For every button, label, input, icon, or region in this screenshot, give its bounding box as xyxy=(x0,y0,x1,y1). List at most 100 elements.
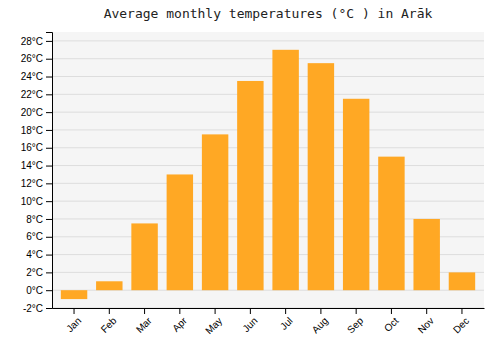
y-tick-mark xyxy=(46,41,52,42)
x-tick: Jan xyxy=(64,308,83,334)
y-tick-mark xyxy=(46,201,52,202)
x-tick-mark xyxy=(356,308,357,314)
bar xyxy=(308,63,334,290)
x-tick-mark xyxy=(144,308,145,314)
y-tick-label: 24°C xyxy=(21,71,43,82)
bar xyxy=(202,134,228,290)
x-tick-mark xyxy=(461,308,462,314)
bar xyxy=(96,281,122,290)
y-axis: -2°C 0°C 2°C 4°C 6°C 8°C 10°C 12°C 14°C 16°C 18°C 2… xyxy=(21,33,53,314)
y-tick-label: 6°C xyxy=(26,231,43,242)
x-tick-label: Oct xyxy=(382,315,401,334)
bar xyxy=(378,157,404,291)
bar xyxy=(413,219,439,290)
y-axis-line xyxy=(46,33,53,309)
x-tick: Mar xyxy=(134,308,154,335)
x-tick-label: Mar xyxy=(134,315,154,335)
y-tick-label: 20°C xyxy=(21,107,43,118)
y-tick-label: 8°C xyxy=(26,214,43,225)
y-tick: 4°C xyxy=(26,249,52,260)
y-tick: -2°C xyxy=(23,303,52,314)
x-tick: Aug xyxy=(310,308,330,335)
x-axis-line xyxy=(53,308,485,309)
x-tick-label: Jun xyxy=(240,315,259,334)
y-tick: 24°C xyxy=(21,71,52,82)
bar xyxy=(343,99,369,290)
plot: Jan Feb Mar Apr May Jun Jul Aug Sep Oct Nov Dec -2°C… xyxy=(21,32,485,336)
x-tick-mark xyxy=(426,308,427,314)
x-tick: May xyxy=(203,308,224,336)
x-tick-label: Nov xyxy=(416,315,436,335)
y-tick: 18°C xyxy=(21,125,52,136)
plot-background xyxy=(52,32,484,308)
y-tick-label: 12°C xyxy=(21,178,43,189)
x-tick-label: Aug xyxy=(310,315,330,335)
y-tick: 6°C xyxy=(26,231,52,242)
bar xyxy=(167,174,193,290)
y-tick-mark xyxy=(46,219,52,220)
y-tick: 0°C xyxy=(26,285,52,296)
x-tick: Jul xyxy=(278,308,295,332)
y-tick-mark xyxy=(46,166,52,167)
y-tick-mark xyxy=(46,272,52,273)
y-tick-mark xyxy=(46,255,52,256)
grid-line xyxy=(52,308,484,309)
grid-line xyxy=(52,201,484,202)
x-tick-label: Jul xyxy=(278,315,295,332)
grid-line xyxy=(52,183,484,184)
y-tick-mark xyxy=(46,237,52,238)
x-tick: Nov xyxy=(416,308,436,335)
y-tick-label: -2°C xyxy=(23,303,43,314)
y-tick-mark xyxy=(46,308,52,309)
grid xyxy=(52,41,484,308)
x-tick-label: May xyxy=(203,315,224,336)
x-tick-mark xyxy=(285,308,286,314)
x-tick-mark xyxy=(391,308,392,314)
grid-line xyxy=(52,112,484,113)
x-tick-label: Feb xyxy=(99,315,119,335)
bar xyxy=(131,223,157,290)
y-tick: 2°C xyxy=(26,267,52,278)
y-tick-mark xyxy=(46,183,52,184)
y-tick: 16°C xyxy=(21,142,52,153)
x-tick-mark xyxy=(320,308,321,314)
x-tick: Sep xyxy=(345,308,366,335)
y-tick-label: 2°C xyxy=(26,267,43,278)
bar xyxy=(237,81,263,290)
y-tick: 26°C xyxy=(21,53,52,64)
y-tick-mark xyxy=(46,130,52,131)
y-tick-label: 28°C xyxy=(21,36,43,47)
y-tick-mark xyxy=(46,94,52,95)
y-tick-label: 4°C xyxy=(26,249,43,260)
x-axis: Jan Feb Mar Apr May Jun Jul Aug Sep Oct Nov Dec xyxy=(53,308,485,336)
y-tick-mark xyxy=(46,148,52,149)
grid-line xyxy=(52,129,484,130)
x-tick-label: Apr xyxy=(170,315,189,334)
chart: Jan Feb Mar Apr May Jun Jul Aug Sep Oct Nov Dec -2°C… xyxy=(0,0,500,350)
x-tick: Oct xyxy=(382,308,401,334)
y-tick: 28°C xyxy=(21,36,52,47)
grid-line xyxy=(52,94,484,95)
grid-line xyxy=(52,40,484,41)
grid-line xyxy=(52,58,484,59)
bars xyxy=(61,50,475,299)
x-tick-label: Jan xyxy=(64,315,83,334)
y-tick-mark xyxy=(46,112,52,113)
y-tick: 20°C xyxy=(21,107,52,118)
x-tick-mark xyxy=(179,308,180,314)
x-tick-label: Dec xyxy=(451,315,471,335)
x-tick: Jun xyxy=(240,308,259,334)
title: Average monthly temperatures (°C ) in Ar… xyxy=(104,6,433,21)
x-tick-label: Sep xyxy=(345,315,366,336)
y-tick: 10°C xyxy=(21,196,52,207)
y-tick: 14°C xyxy=(21,160,52,171)
grid-line xyxy=(52,76,484,77)
grid-line xyxy=(52,147,484,148)
x-tick-mark xyxy=(250,308,251,314)
y-tick-mark xyxy=(46,290,52,291)
y-tick-mark xyxy=(46,77,52,78)
bar xyxy=(61,290,87,299)
x-tick-mark xyxy=(215,308,216,314)
y-tick-mark xyxy=(46,59,52,60)
y-tick: 12°C xyxy=(21,178,52,189)
